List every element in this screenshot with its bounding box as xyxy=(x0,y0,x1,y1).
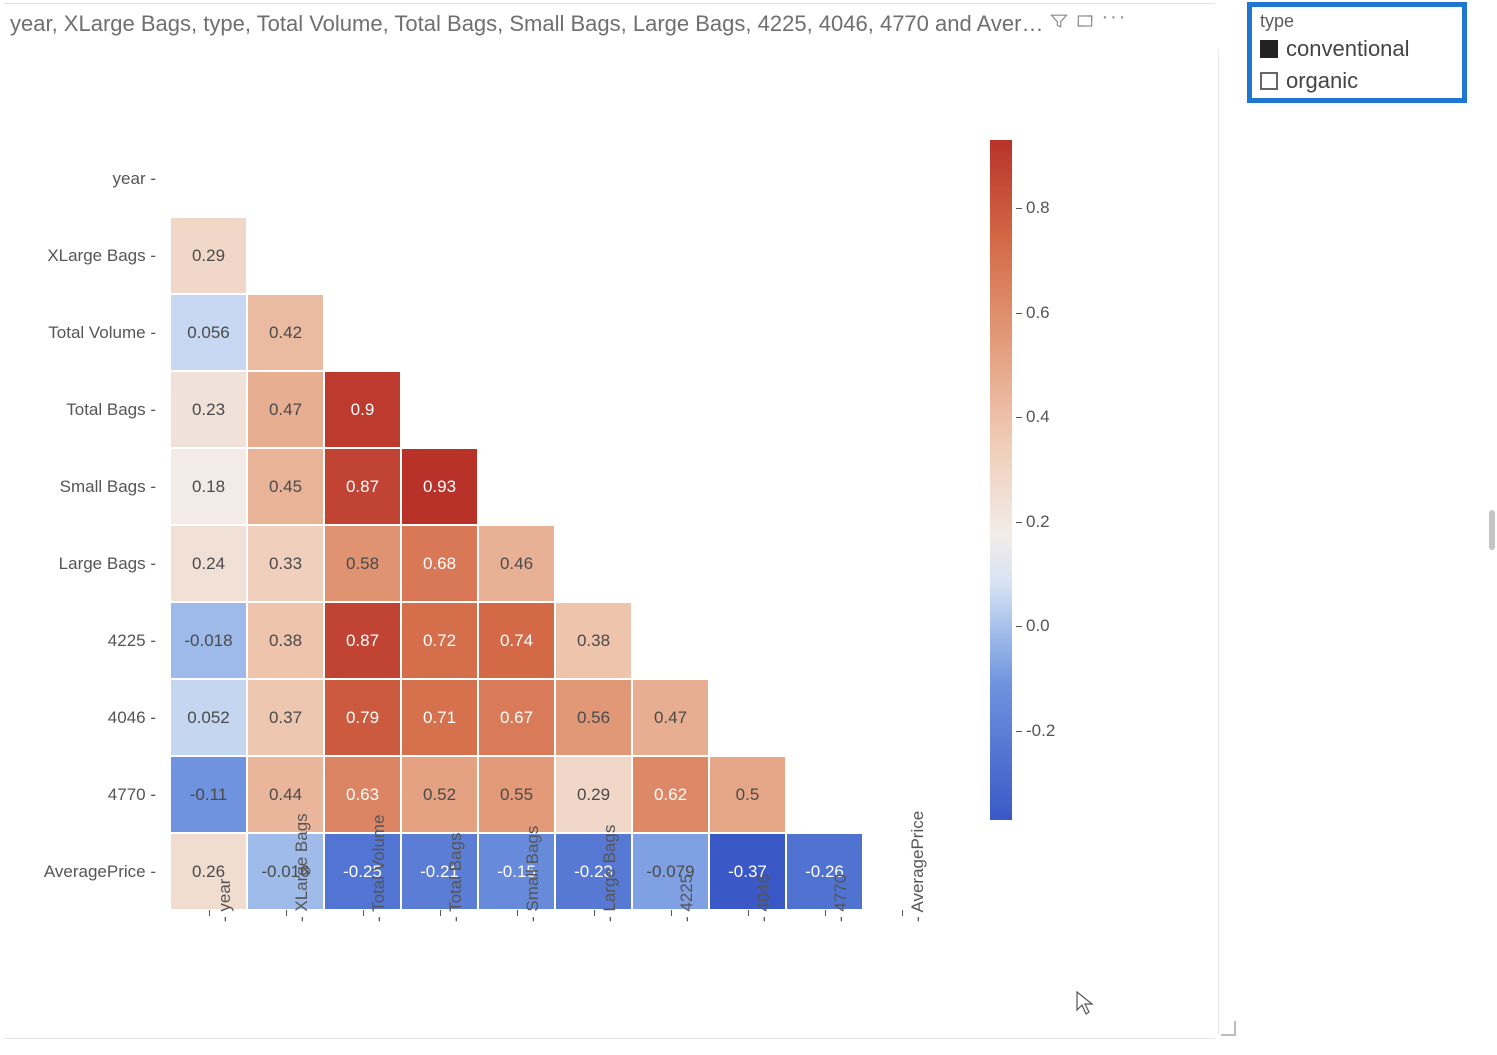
heatmap-cell[interactable]: 0.26 xyxy=(170,833,247,910)
right-scrollbar[interactable] xyxy=(1487,50,1497,1035)
heatmap-cell[interactable]: -0.23 xyxy=(555,833,632,910)
visual-header: year, XLarge Bags, type, Total Volume, T… xyxy=(10,8,1137,40)
heatmap-cell[interactable]: 0.47 xyxy=(632,679,709,756)
y-axis-label: Total Bags - xyxy=(30,400,156,420)
x-axis-label: - AveragePrice xyxy=(908,811,928,922)
heatmap-cell[interactable]: 0.63 xyxy=(324,756,401,833)
y-axis-label: year - xyxy=(30,169,156,189)
heatmap-cell[interactable]: 0.38 xyxy=(247,602,324,679)
y-axis-label: Large Bags - xyxy=(30,554,156,574)
type-slicer[interactable]: type conventional organic xyxy=(1247,2,1467,103)
heatmap-cell[interactable]: 0.45 xyxy=(247,448,324,525)
colorbar-tick-label: 0.0 xyxy=(1026,616,1050,636)
filter-icon[interactable] xyxy=(1049,11,1069,37)
colorbar-gradient xyxy=(990,140,1012,820)
heatmap-cell[interactable]: 0.62 xyxy=(632,756,709,833)
slicer-option-label: conventional xyxy=(1286,36,1410,62)
colorbar-tick-label: 0.6 xyxy=(1026,303,1050,323)
heatmap-cell[interactable]: 0.24 xyxy=(170,525,247,602)
resize-corner-icon xyxy=(1219,1019,1237,1037)
heatmap-cell[interactable]: -0.018 xyxy=(170,602,247,679)
colorbar-tick-label: -0.2 xyxy=(1026,721,1055,741)
colorbar-tick-label: 0.8 xyxy=(1026,198,1050,218)
panel-separator xyxy=(1218,50,1219,1035)
x-axis-label: - XLarge Bags xyxy=(292,813,312,922)
scrollbar-thumb[interactable] xyxy=(1489,510,1495,550)
heatmap-cell[interactable]: 0.37 xyxy=(247,679,324,756)
heatmap-cell[interactable]: 0.79 xyxy=(324,679,401,756)
y-axis-label: Total Volume - xyxy=(30,323,156,343)
heatmap-cell[interactable]: -0.15 xyxy=(478,833,555,910)
heatmap-cell[interactable]: 0.52 xyxy=(401,756,478,833)
y-axis-label: AveragePrice - xyxy=(30,862,156,882)
heatmap-cell[interactable]: -0.079 xyxy=(632,833,709,910)
heatmap-cell[interactable]: 0.72 xyxy=(401,602,478,679)
visual-title: year, XLarge Bags, type, Total Volume, T… xyxy=(10,11,1043,37)
heatmap-cell[interactable]: 0.29 xyxy=(555,756,632,833)
heatmap-cell[interactable]: 0.68 xyxy=(401,525,478,602)
heatmap-cell[interactable]: 0.29 xyxy=(170,217,247,294)
more-options-icon[interactable]: ··· xyxy=(1101,11,1127,37)
heatmap-cell[interactable]: -0.37 xyxy=(709,833,786,910)
heatmap-cell[interactable]: 0.38 xyxy=(555,602,632,679)
heatmap-cell[interactable]: 0.42 xyxy=(247,294,324,371)
heatmap-cell[interactable]: 0.58 xyxy=(324,525,401,602)
visual-border-bottom xyxy=(4,1038,1215,1039)
checkbox-icon[interactable] xyxy=(1260,72,1278,90)
heatmap-cell[interactable]: -0.016 xyxy=(247,833,324,910)
mouse-cursor-icon xyxy=(1075,990,1095,1021)
heatmap-cell[interactable]: 0.18 xyxy=(170,448,247,525)
colorbar: 0.80.60.40.20.0-0.2 xyxy=(990,140,1012,820)
heatmap-cell[interactable]: 0.46 xyxy=(478,525,555,602)
visual-border-top xyxy=(4,3,1215,4)
heatmap-cell[interactable]: 0.67 xyxy=(478,679,555,756)
focus-mode-icon[interactable] xyxy=(1075,11,1095,37)
x-axis-label: - 4046 xyxy=(754,874,774,922)
y-axis-label: Small Bags - xyxy=(30,477,156,497)
colorbar-tick-label: 0.4 xyxy=(1026,407,1050,427)
x-axis-label: - Large Bags xyxy=(600,825,620,922)
heatmap-cell[interactable]: 0.33 xyxy=(247,525,324,602)
heatmap-cell[interactable]: 0.056 xyxy=(170,294,247,371)
heatmap-cell[interactable]: 0.93 xyxy=(401,448,478,525)
x-axis-label: - year xyxy=(215,879,235,922)
slicer-option-conventional[interactable]: conventional xyxy=(1252,34,1462,66)
heatmap-cell[interactable]: 0.47 xyxy=(247,371,324,448)
heatmap-cell[interactable]: 0.74 xyxy=(478,602,555,679)
heatmap-cell[interactable]: 0.71 xyxy=(401,679,478,756)
y-axis-label: 4046 - xyxy=(30,708,156,728)
x-axis-label: - Total Bags xyxy=(446,833,466,922)
heatmap-cell[interactable]: 0.55 xyxy=(478,756,555,833)
heatmap-cell[interactable]: 0.9 xyxy=(324,371,401,448)
heatmap-cell[interactable]: -0.26 xyxy=(786,833,863,910)
slicer-option-label: organic xyxy=(1286,68,1358,94)
heatmap-cell[interactable]: 0.44 xyxy=(247,756,324,833)
heatmap-cell[interactable]: 0.87 xyxy=(324,602,401,679)
colorbar-tick-label: 0.2 xyxy=(1026,512,1050,532)
y-axis-label: 4225 - xyxy=(30,631,156,651)
y-axis-label: 4770 - xyxy=(30,785,156,805)
heatmap-cell[interactable]: -0.11 xyxy=(170,756,247,833)
checkbox-icon[interactable] xyxy=(1260,40,1278,58)
slicer-option-organic[interactable]: organic xyxy=(1252,66,1462,98)
visual-header-icons: ··· xyxy=(1049,11,1127,37)
x-axis-label: - 4225 xyxy=(677,874,697,922)
heatmap-cell[interactable]: 0.052 xyxy=(170,679,247,756)
heatmap-cell[interactable]: -0.25 xyxy=(324,833,401,910)
heatmap-cell[interactable]: 0.5 xyxy=(709,756,786,833)
slicer-title: type xyxy=(1252,7,1462,34)
heatmap-cell[interactable]: 0.56 xyxy=(555,679,632,756)
heatmap-cell[interactable]: 0.87 xyxy=(324,448,401,525)
x-axis-label: - Small Bags xyxy=(523,826,543,922)
heatmap-cell[interactable]: 0.23 xyxy=(170,371,247,448)
x-axis-label: - Total Volume xyxy=(369,815,389,922)
heatmap-cell[interactable]: -0.21 xyxy=(401,833,478,910)
y-axis-label: XLarge Bags - xyxy=(30,246,156,266)
x-axis-label: - 4770 xyxy=(831,874,851,922)
